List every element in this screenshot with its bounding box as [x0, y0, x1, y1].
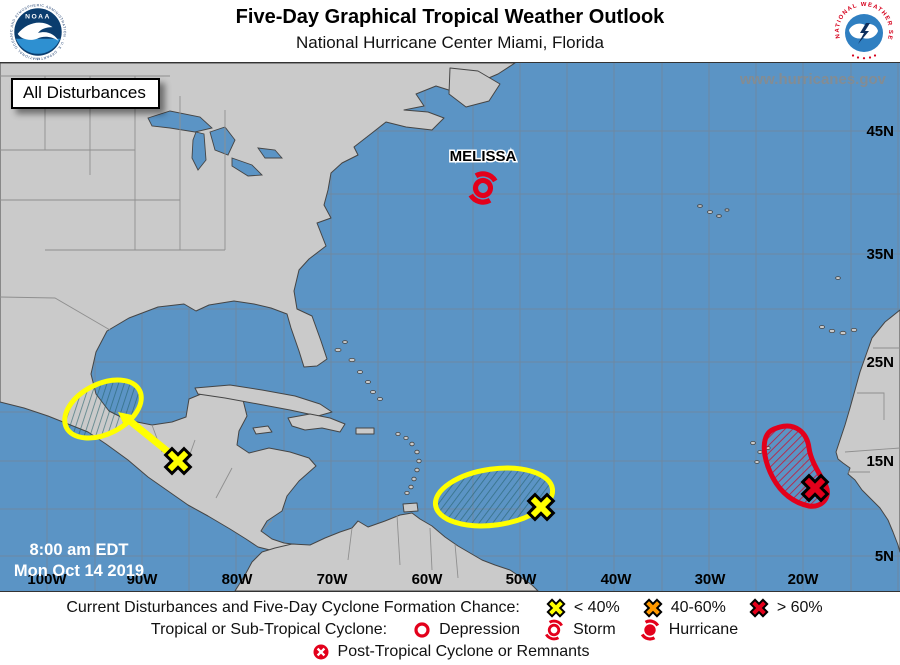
legend-item-post-tropical: Post-Tropical Cyclone or Remnants: [311, 642, 589, 662]
watermark-link[interactable]: www.hurricanes.gov: [739, 71, 887, 88]
legend-item-lt40: < 40%: [545, 597, 620, 619]
svg-text:25N: 25N: [866, 354, 894, 371]
legend-item-gt60: > 60%: [748, 597, 823, 619]
header: NATIONAL OCEANIC AND ATMOSPHERIC ADMINIS…: [0, 0, 900, 63]
island-newfoundland: [448, 67, 501, 108]
x-marker-red-icon: [749, 598, 769, 618]
disturbance-area-2: [432, 465, 556, 529]
legend-row2-label: Tropical or Sub-Tropical Cyclone:: [150, 621, 388, 638]
legend-item-hurricane: Hurricane: [638, 618, 738, 642]
nws-logo[interactable]: NATIONAL WEATHER SERVICE: [834, 2, 894, 62]
x-marker-orange-icon: [643, 598, 663, 618]
island-hispaniola: [287, 413, 346, 433]
outlook-map: MELISSA www.hurricanes.gov 45N 35N 25N 1…: [0, 63, 900, 591]
great-lakes: [147, 110, 283, 177]
motion-arrow-head: [118, 412, 135, 428]
legend-item-depression: Depression: [412, 620, 520, 640]
legend-item-storm: Storm: [542, 618, 616, 642]
island-trinidad: [402, 502, 419, 513]
noaa-globe-lower: [15, 38, 61, 54]
all-disturbances-label: All Disturbances: [11, 78, 160, 109]
svg-text:15N: 15N: [866, 453, 894, 470]
x-marker-yellow-icon: [546, 598, 566, 618]
noaa-wordmark: NOAA: [25, 13, 51, 20]
page-subtitle: National Hurricane Center Miami, Florida: [295, 33, 604, 52]
svg-text:20W: 20W: [788, 571, 820, 588]
svg-text:45N: 45N: [866, 123, 894, 140]
svg-text:70W: 70W: [317, 571, 349, 588]
svg-text:8:00 am EDT: 8:00 am EDT: [29, 541, 128, 559]
legend-item-40-60: 40-60%: [642, 597, 726, 619]
longitude-labels: 100W 90W 80W 70W 60W 50W 40W 30W 20W: [27, 571, 819, 588]
page-title: Five-Day Graphical Tropical Weather Outl…: [235, 6, 665, 28]
latitude-labels: 45N 35N 25N 15N 5N: [866, 123, 894, 565]
landmasses: [0, 63, 900, 591]
legend: Current Disturbances and Five-Day Cyclon…: [0, 591, 900, 665]
noaa-seagull-icon: [17, 22, 59, 41]
svg-text:80W: 80W: [222, 571, 254, 588]
storm-icon: [545, 619, 564, 641]
svg-text:100W: 100W: [27, 571, 67, 588]
depression-icon: [414, 622, 430, 638]
hurricane-icon: [640, 619, 659, 641]
legend-row-cyclone-types: Tropical or Sub-Tropical Cyclone: Depres…: [0, 619, 900, 641]
nws-ring-dots: [851, 54, 877, 60]
svg-text:Mon Oct 14 2019: Mon Oct 14 2019: [14, 562, 144, 580]
svg-text:40W: 40W: [601, 571, 633, 588]
legend-row-post-tropical: Post-Tropical Cyclone or Remnants: [0, 641, 900, 663]
legend-row1-label: Current Disturbances and Five-Day Cyclon…: [66, 599, 520, 616]
svg-text:35N: 35N: [866, 246, 894, 263]
island-cuba: [194, 384, 333, 417]
basemap: MELISSA www.hurricanes.gov 45N 35N 25N 1…: [0, 63, 900, 591]
disturbance-area-1: [62, 377, 144, 441]
svg-text:60W: 60W: [412, 571, 444, 588]
nws-lightning-icon: [858, 23, 870, 44]
noaa-logo[interactable]: NATIONAL OCEANIC AND ATMOSPHERIC ADMINIS…: [8, 2, 68, 62]
storm-name-label: MELISSA: [450, 148, 517, 165]
legend-row-formation-chance: Current Disturbances and Five-Day Cyclon…: [0, 597, 900, 619]
south-america: [234, 512, 539, 591]
svg-text:50W: 50W: [506, 571, 538, 588]
island-puerto-rico: [355, 427, 375, 435]
svg-text:90W: 90W: [127, 571, 159, 588]
timestamp: 8:00 am EDT Mon Oct 14 2019: [14, 541, 144, 580]
africa: [835, 309, 900, 553]
island-jamaica: [252, 425, 273, 435]
svg-text:5N: 5N: [875, 548, 894, 565]
svg-text:30W: 30W: [695, 571, 727, 588]
post-tropical-icon: [313, 644, 329, 660]
